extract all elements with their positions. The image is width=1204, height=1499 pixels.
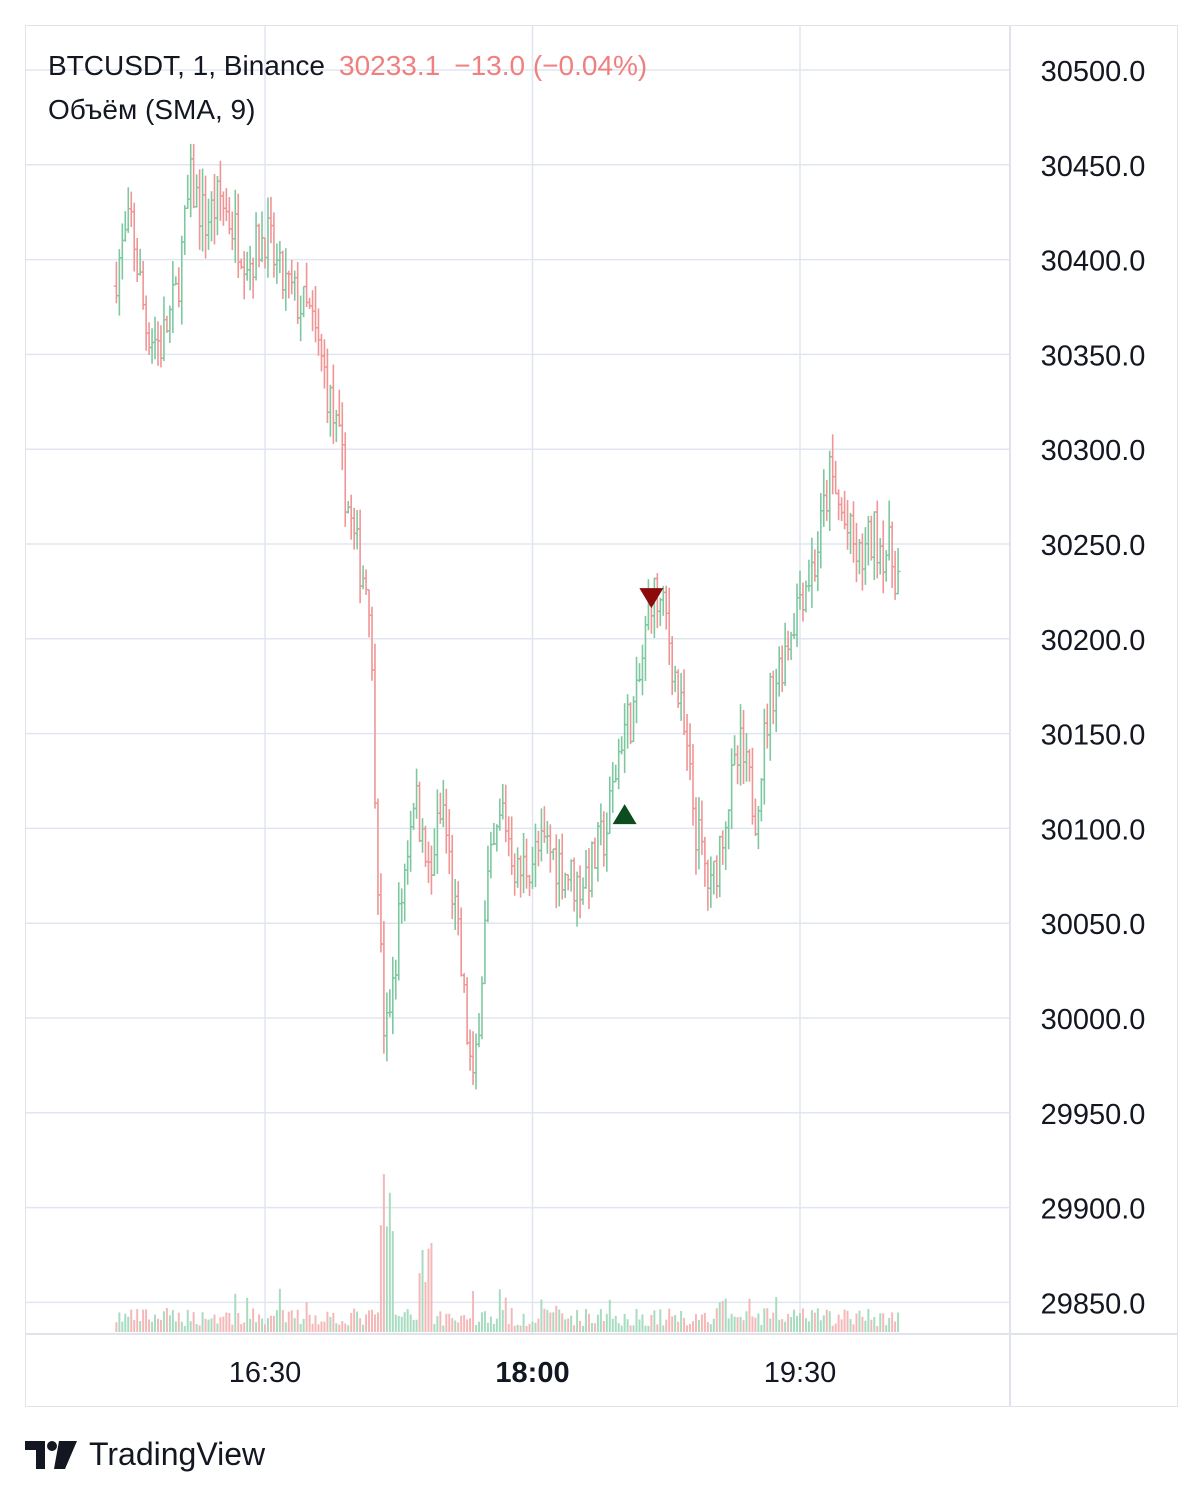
price-tick-label: 29950.0 [1041,1099,1146,1131]
price-tick-label: 30050.0 [1041,909,1146,941]
price-tick-label: 30200.0 [1041,625,1146,657]
time-tick-label: 16:30 [229,1357,302,1389]
price-bars [113,143,901,1090]
price-tick-label: 30100.0 [1041,814,1146,846]
price-tick-label: 30150.0 [1041,720,1146,752]
tradingview-logo-icon [25,1440,77,1469]
price-tick-label: 30450.0 [1041,151,1146,183]
price-tick-label: 30500.0 [1041,56,1146,88]
indicator-row: Объём (SMA, 9) [48,92,647,136]
sell-signal-marker[interactable] [639,588,664,609]
chart-frame [25,25,1178,1407]
price-tick-label: 30250.0 [1041,530,1146,562]
volume-indicator-label[interactable]: Объём (SMA, 9) [48,94,256,125]
chart-legend: BTCUSDT, 1, Binance 30233.1 −13.0 (−0.04%)… [48,48,647,136]
signal-markers [612,588,664,825]
price-tick-label: 30300.0 [1041,435,1146,467]
axes: 30500.0 30450.0 30400.0 30350.0 30300.0 30250… [26,26,1178,1406]
brand-name: TradingView [89,1436,266,1472]
price-tick-label: 29850.0 [1041,1288,1146,1320]
grid [26,26,1010,1334]
symbol-row: BTCUSDT, 1, Binance 30233.1 −13.0 (−0.04%) [48,48,647,92]
volume-bars [115,1173,900,1332]
price-tick-label: 30000.0 [1041,1004,1146,1036]
last-price: 30233.1 [339,50,441,81]
price-tick-label: 30350.0 [1041,340,1146,372]
time-tick-label: 19:30 [764,1357,837,1389]
buy-signal-marker[interactable] [612,804,637,825]
time-tick-label: 18:00 [495,1357,569,1389]
tradingview-logo[interactable]: TradingView [25,1436,265,1473]
price-tick-label: 30400.0 [1041,246,1146,278]
price-change: −13.0 (−0.04%) [454,50,648,81]
price-tick-label: 29900.0 [1041,1194,1146,1226]
symbol-label[interactable]: BTCUSDT, 1, Binance [48,50,325,81]
